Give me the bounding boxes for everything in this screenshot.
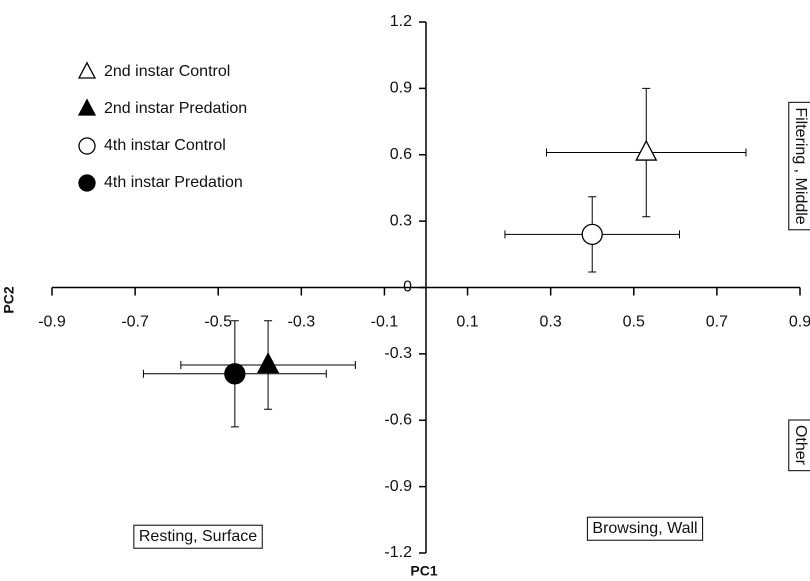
legend-label: 2nd instar Predation — [104, 100, 247, 117]
x-tick-label: -0.1 — [371, 314, 399, 331]
annotation-box — [133, 524, 263, 549]
x-tick-label: 0.5 — [623, 314, 645, 331]
point — [635, 139, 658, 161]
y-tick-label: -0.3 — [384, 345, 412, 362]
y-tick-label: -0.6 — [384, 411, 412, 428]
legend-marker — [78, 137, 96, 155]
annotation: Resting, Surface — [139, 528, 257, 545]
legend-marker — [77, 61, 97, 79]
legend-marker — [77, 98, 97, 116]
x-tick-label: -0.3 — [288, 314, 316, 331]
x-tick-label: 0.9 — [789, 314, 810, 331]
legend-marker — [78, 174, 96, 192]
x-tick-label: -0.5 — [204, 314, 232, 331]
y-tick-label: 0.3 — [390, 212, 412, 229]
annotation: Browsing, Wall — [592, 520, 697, 537]
x-tick-label: 0.3 — [540, 314, 562, 331]
x-tick-label: -0.9 — [38, 314, 66, 331]
annotation: Filtering , Middle — [792, 107, 809, 224]
annotation-box — [788, 101, 810, 231]
y-axis-title: PC2 — [1, 286, 17, 313]
y-tick-label: 1.2 — [390, 13, 412, 30]
y-tick-label: 0 — [403, 279, 412, 296]
point — [257, 352, 280, 374]
y-tick-label: 0.9 — [390, 80, 412, 97]
y-tick-label: -1.2 — [384, 544, 412, 561]
legend-label: 2nd instar Control — [104, 63, 230, 80]
x-tick-label: 0.7 — [706, 314, 728, 331]
point — [581, 223, 603, 246]
annotation-box — [586, 516, 704, 541]
x-axis-title: PC1 — [410, 563, 437, 579]
annotation-box — [788, 419, 810, 472]
x-tick-label: 0.1 — [456, 314, 478, 331]
y-tick-label: -0.9 — [384, 478, 412, 495]
point — [224, 363, 246, 385]
legend-label: 4th instar Control — [104, 137, 226, 154]
annotation: Other — [792, 425, 809, 466]
legend-label: 4th instar Predation — [104, 174, 243, 191]
x-tick-label: -0.7 — [121, 314, 149, 331]
y-tick-label: 0.6 — [390, 146, 412, 163]
